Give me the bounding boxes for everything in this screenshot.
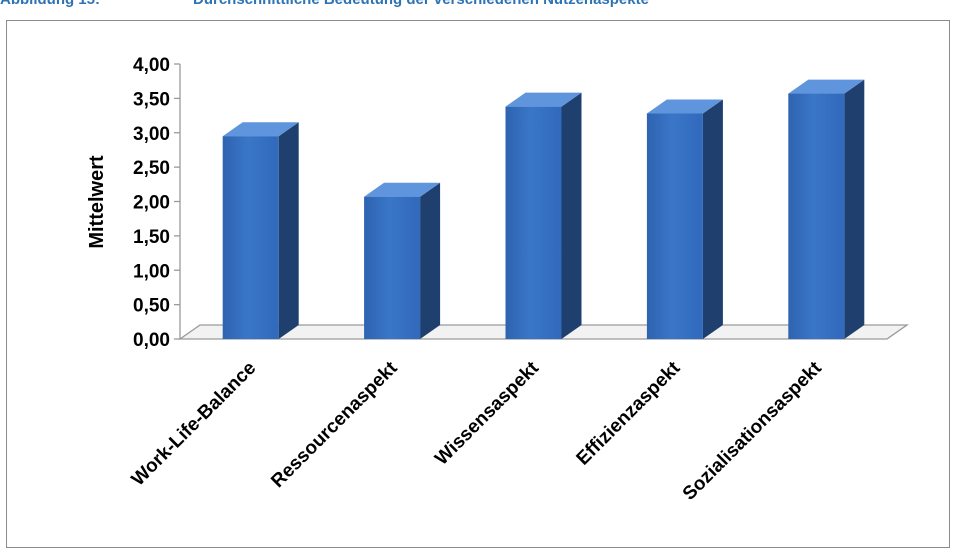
y-tick-label: 3,50	[133, 89, 170, 110]
figure-number: Abbildung 15:	[0, 0, 100, 8]
bar	[222, 122, 299, 339]
x-tick-label: Ressourcenaspekt	[267, 357, 402, 492]
bar	[788, 79, 865, 339]
bar-side	[278, 122, 299, 339]
bar-top	[505, 92, 582, 107]
bar	[646, 99, 723, 339]
bar-side	[561, 92, 582, 339]
x-tick-label: Effizienzaspekt	[573, 357, 685, 469]
bar-front	[505, 106, 562, 339]
bar-front	[364, 196, 421, 339]
bar-front	[222, 136, 279, 339]
bar-top	[364, 182, 441, 197]
bar-side	[844, 79, 865, 339]
y-tick-label: 1,00	[133, 261, 170, 282]
bar-side	[702, 99, 723, 339]
bar-side	[420, 182, 441, 339]
y-tick-label: 1,50	[133, 227, 170, 248]
y-tick-label: 0,50	[133, 296, 170, 317]
y-tick-label: 0,00	[133, 330, 170, 351]
y-tick-label: 3,00	[133, 124, 170, 145]
figure-title: Durchschnittliche Bedeutung der verschie…	[193, 0, 649, 8]
bar-top	[222, 122, 299, 137]
x-tick-label: Wissensaspekt	[431, 357, 543, 469]
y-tick-label: 2,50	[133, 158, 170, 179]
bar-top	[646, 99, 723, 114]
x-tick-label: Work-Life-Balance	[128, 358, 261, 491]
x-tick-label: Sozialisationsaspekt	[679, 357, 826, 504]
bar-front	[646, 113, 703, 339]
y-axis-title: Mittelwert	[86, 155, 108, 249]
bar-front	[788, 93, 845, 339]
y-tick-label: 4,00	[133, 55, 170, 76]
bar	[505, 92, 582, 339]
bar	[364, 182, 441, 339]
y-tick-label: 2,00	[133, 193, 170, 214]
bar-top	[788, 79, 865, 94]
figure-caption: Abbildung 15: Durchschnittliche Bedeutun…	[0, 0, 956, 11]
